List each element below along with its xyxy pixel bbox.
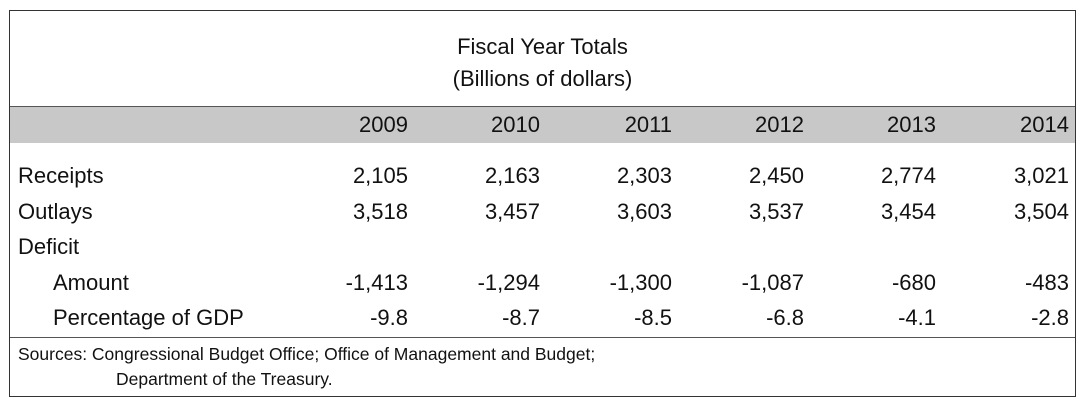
sources-line-1: Sources: Congressional Budget Office; Of…	[18, 344, 596, 364]
outlays-2010: 3,457	[484, 199, 540, 224]
table-row-receipts: Receipts 2,105 2,163 2,303 2,450 2,774 3…	[10, 161, 1075, 197]
row-label-pct-gdp: Percentage of GDP	[53, 305, 244, 330]
year-header-2012: 2012	[755, 112, 804, 137]
table-title-line2: (Billions of dollars)	[452, 66, 633, 91]
fiscal-table: Fiscal Year Totals (Billions of dollars)…	[9, 10, 1076, 397]
outlays-2011: 3,603	[616, 199, 672, 224]
receipts-2009: 2,105	[352, 163, 408, 188]
pct-gdp-2010: -8.7	[502, 305, 540, 330]
outlays-2014: 3,504	[1013, 199, 1069, 224]
year-header-2010: 2010	[491, 112, 540, 137]
amount-2009: -1,413	[345, 270, 408, 295]
outlays-2013: 3,454	[880, 199, 936, 224]
row-label-receipts: Receipts	[18, 163, 104, 188]
amount-2010: -1,294	[477, 270, 540, 295]
outlays-2009: 3,518	[352, 199, 408, 224]
pct-gdp-2011: -8.5	[634, 305, 672, 330]
amount-2013: -680	[891, 270, 936, 295]
table-row-deficit: Deficit	[10, 232, 1075, 268]
amount-2014: -483	[1024, 270, 1069, 295]
table-title: Fiscal Year Totals (Billions of dollars)	[10, 31, 1075, 95]
amount-2011: -1,300	[609, 270, 672, 295]
year-header-2013: 2013	[887, 112, 936, 137]
table-row-pct-gdp: Percentage of GDP -9.8 -8.7 -8.5 -6.8 -4…	[10, 303, 1075, 339]
table-row-amount: Amount -1,413 -1,294 -1,300 -1,087 -680 …	[10, 268, 1075, 304]
table-title-line1: Fiscal Year Totals	[457, 34, 628, 59]
year-header-2014: 2014	[1020, 112, 1069, 137]
pct-gdp-2009: -9.8	[370, 305, 408, 330]
table-row-outlays: Outlays 3,518 3,457 3,603 3,537 3,454 3,…	[10, 197, 1075, 233]
year-header-row: 2009 2010 2011 2012 2013 2014	[10, 106, 1075, 143]
receipts-2012: 2,450	[748, 163, 804, 188]
row-label-deficit: Deficit	[18, 234, 80, 259]
sources-line-2: Department of the Treasury.	[116, 369, 333, 389]
receipts-2010: 2,163	[484, 163, 540, 188]
sources-note: Sources: Congressional Budget Office; Of…	[10, 337, 1075, 396]
row-label-outlays: Outlays	[18, 199, 93, 224]
receipts-2014: 3,021	[1013, 163, 1069, 188]
outlays-2012: 3,537	[748, 199, 804, 224]
pct-gdp-2013: -4.1	[898, 305, 936, 330]
row-label-amount: Amount	[53, 270, 129, 295]
amount-2012: -1,087	[741, 270, 804, 295]
year-header-2011: 2011	[624, 112, 672, 137]
pct-gdp-2012: -6.8	[766, 305, 804, 330]
receipts-2013: 2,774	[880, 163, 936, 188]
year-header-2009: 2009	[359, 112, 408, 137]
pct-gdp-2014: -2.8	[1031, 305, 1069, 330]
receipts-2011: 2,303	[616, 163, 672, 188]
